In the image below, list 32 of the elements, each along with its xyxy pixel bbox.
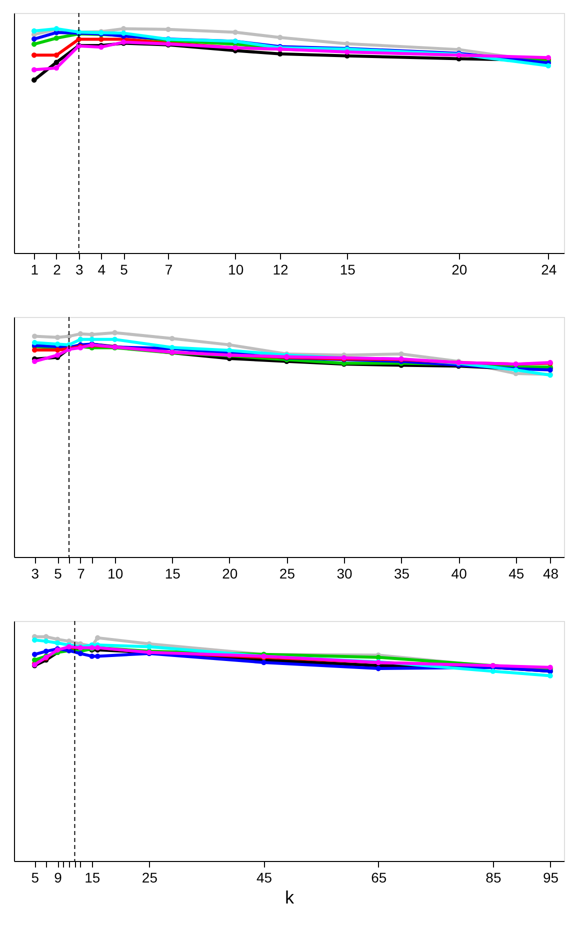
x-tick-label: 10: [228, 262, 244, 278]
x-tick-label: 2: [53, 262, 62, 278]
x-tick-label: 15: [164, 566, 181, 582]
x-tick-label: 10: [108, 566, 124, 582]
x-tick-label: 5: [31, 870, 40, 886]
x-tick-label: 5: [120, 262, 128, 278]
x-tick-label: 40: [451, 566, 468, 582]
x-tick-label: 3: [31, 566, 40, 582]
x-tick-label: 45: [256, 870, 272, 886]
x-tick-label: 24: [541, 262, 557, 278]
x-tick-label: 7: [164, 262, 173, 278]
x-tick-label: 45: [508, 566, 524, 582]
x-tick-label: 20: [222, 566, 238, 582]
x-tick-label: 7: [77, 566, 86, 582]
x-tick-label: 12: [272, 262, 289, 278]
x-tick-label: 85: [486, 870, 502, 886]
x-tick-label: 9: [54, 870, 62, 886]
x-tick-label: 65: [371, 870, 387, 886]
x-tick-label: 35: [394, 566, 410, 582]
x-tick-label: 20: [452, 262, 468, 278]
x-tick-label: 5: [54, 566, 62, 582]
x-tick-label: 15: [340, 262, 356, 278]
x-tick-label: 48: [542, 566, 559, 582]
x-tick-label: 25: [142, 870, 158, 886]
x-tick-label: 95: [542, 870, 559, 886]
x-tick-label: 1: [30, 262, 39, 278]
x-tick-label: 30: [336, 566, 352, 582]
x-axis-title: k: [285, 888, 295, 908]
x-tick-label: 3: [75, 262, 84, 278]
x-tick-label: 4: [98, 262, 106, 278]
x-tick-label: 15: [84, 870, 100, 886]
x-tick-label: 25: [279, 566, 296, 582]
